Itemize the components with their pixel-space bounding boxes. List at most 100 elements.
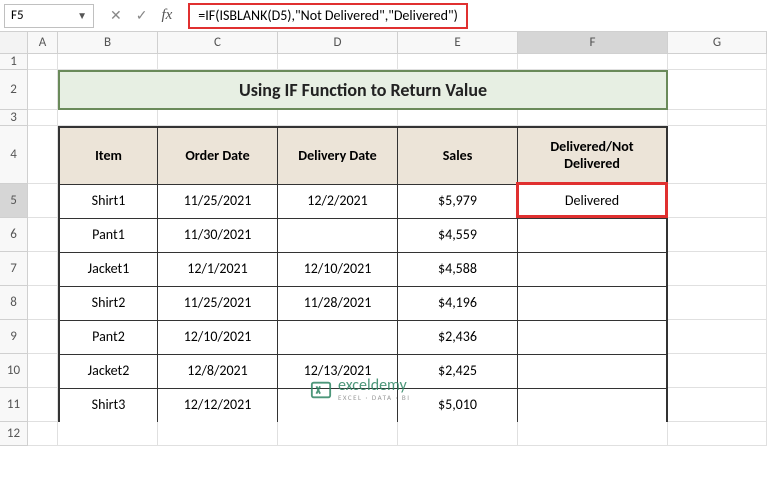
th-item[interactable]: Item [60,128,158,184]
td-deliv[interactable] [278,321,398,354]
cell[interactable] [398,422,518,446]
td-order[interactable]: 12/1/2021 [158,253,278,286]
td-item[interactable]: Jacket2 [60,355,158,388]
row-header-5[interactable]: 5 [0,184,28,218]
col-header-A[interactable]: A [28,32,58,53]
row-header-3[interactable]: 3 [0,110,28,126]
cell[interactable] [158,54,278,70]
td-status[interactable] [518,321,666,354]
cell[interactable] [668,126,767,184]
col-header-B[interactable]: B [58,32,158,53]
cell[interactable] [668,422,767,446]
cell[interactable] [158,110,278,126]
cell[interactable] [28,54,58,70]
th-delivered[interactable]: Delivered/Not Delivered [518,128,666,184]
row-header-6[interactable]: 6 [0,218,28,252]
row-header-11[interactable]: 11 [0,388,28,422]
cell[interactable] [58,110,158,126]
td-sales[interactable]: $5,010 [398,389,518,422]
cell[interactable] [518,422,668,446]
td-order[interactable]: 12/8/2021 [158,355,278,388]
td-order[interactable]: 11/30/2021 [158,219,278,252]
cell[interactable] [398,54,518,70]
cell[interactable] [28,252,58,286]
cell[interactable] [28,218,58,252]
row-header-8[interactable]: 8 [0,286,28,320]
td-sales[interactable]: $4,559 [398,219,518,252]
name-box[interactable]: F5 ▼ [4,4,94,28]
col-header-E[interactable]: E [398,32,518,53]
col-header-G[interactable]: G [668,32,767,53]
cancel-icon[interactable]: ✕ [110,7,122,24]
col-header-D[interactable]: D [278,32,398,53]
td-item[interactable]: Pant2 [60,321,158,354]
cell[interactable] [278,422,398,446]
td-sales[interactable]: $2,425 [398,355,518,388]
cell[interactable] [28,422,58,446]
cell[interactable] [28,354,58,388]
th-delivery-date[interactable]: Delivery Date [278,128,398,184]
cell[interactable] [28,388,58,422]
row-header-4[interactable]: 4 [0,126,28,184]
cell[interactable] [278,54,398,70]
row-header-12[interactable]: 12 [0,422,28,446]
td-deliv[interactable]: 12/2/2021 [278,185,398,218]
td-order[interactable]: 11/25/2021 [158,185,278,218]
td-status[interactable] [518,253,666,286]
cell[interactable] [278,110,398,126]
cell[interactable] [668,320,767,354]
cell[interactable] [28,110,58,126]
cell[interactable] [668,70,767,110]
row-header-2[interactable]: 2 [0,70,28,110]
cell[interactable] [668,110,767,126]
cell[interactable] [668,252,767,286]
formula-bar[interactable]: =IF(ISBLANK(D5),"Not Delivered","Deliver… [188,3,468,29]
col-header-C[interactable]: C [158,32,278,53]
td-item[interactable]: Jacket1 [60,253,158,286]
cell[interactable] [28,286,58,320]
cell[interactable] [668,286,767,320]
td-item[interactable]: Shirt1 [60,185,158,218]
cell[interactable] [28,70,58,110]
cell[interactable] [668,184,767,218]
row-header-1[interactable]: 1 [0,54,28,70]
td-item[interactable]: Pant1 [60,219,158,252]
td-sales[interactable]: $2,436 [398,321,518,354]
cell[interactable] [668,354,767,388]
td-deliv[interactable]: 11/28/2021 [278,287,398,320]
cell[interactable] [668,218,767,252]
cell[interactable] [668,388,767,422]
row-header-7[interactable]: 7 [0,252,28,286]
cell[interactable] [158,422,278,446]
enter-icon[interactable]: ✓ [136,7,148,24]
td-order[interactable]: 12/10/2021 [158,321,278,354]
cell[interactable] [28,126,58,184]
th-order-date[interactable]: Order Date [158,128,278,184]
cell[interactable] [518,110,668,126]
td-deliv[interactable]: 12/10/2021 [278,253,398,286]
td-status[interactable] [518,287,666,320]
cell[interactable] [58,422,158,446]
td-deliv[interactable] [278,219,398,252]
td-status[interactable]: Delivered [518,185,666,218]
cell[interactable] [668,54,767,70]
cell[interactable] [28,320,58,354]
td-status[interactable] [518,355,666,388]
td-order[interactable]: 12/12/2021 [158,389,278,422]
cell[interactable] [518,54,668,70]
td-status[interactable] [518,389,666,422]
td-sales[interactable]: $4,588 [398,253,518,286]
td-item[interactable]: Shirt3 [60,389,158,422]
row-header-10[interactable]: 10 [0,354,28,388]
row-header-9[interactable]: 9 [0,320,28,354]
cell[interactable] [28,184,58,218]
name-box-dropdown-icon[interactable]: ▼ [77,9,87,22]
cell[interactable] [398,110,518,126]
td-order[interactable]: 11/25/2021 [158,287,278,320]
col-header-F[interactable]: F [518,32,668,53]
cell[interactable] [58,54,158,70]
td-sales[interactable]: $5,979 [398,185,518,218]
th-sales[interactable]: Sales [398,128,518,184]
select-all-corner[interactable] [0,32,28,53]
td-item[interactable]: Shirt2 [60,287,158,320]
